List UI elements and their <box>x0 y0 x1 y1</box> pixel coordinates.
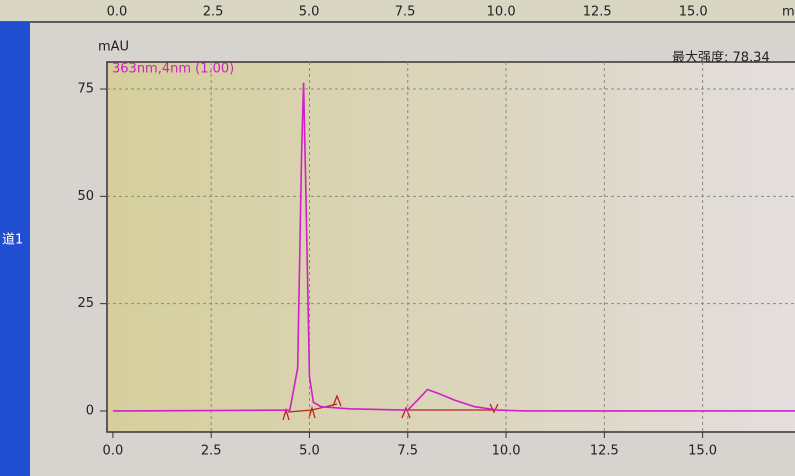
x-tick-label: 2.5 <box>201 444 222 459</box>
top-x-tick-label: 15.0 <box>679 5 708 20</box>
top-x-tick-label: 2.5 <box>203 5 224 20</box>
x-tick-label: 10.0 <box>492 444 521 459</box>
sidebar <box>0 22 30 476</box>
top-x-tick-label: 0.0 <box>107 5 128 20</box>
x-tick-label: 12.5 <box>590 444 619 459</box>
series-label: 363nm,4nm (1.00) <box>112 62 234 77</box>
top-x-tick-label: 10.0 <box>487 5 516 20</box>
top-x-axis-label: mi <box>782 5 795 20</box>
top-panel <box>0 0 795 22</box>
x-tick-label: 15.0 <box>688 444 717 459</box>
y-tick-label: 0 <box>86 403 94 418</box>
y-tick-label: 75 <box>77 82 94 97</box>
x-tick-label: 5.0 <box>299 444 320 459</box>
y-axis-label: mAU <box>98 40 129 55</box>
y-tick-label: 50 <box>77 189 94 204</box>
x-tick-label: 0.0 <box>103 444 124 459</box>
top-x-tick-label: 5.0 <box>299 5 320 20</box>
x-tick-label: 7.5 <box>397 444 418 459</box>
top-x-tick-label: 12.5 <box>583 5 612 20</box>
sidebar-label: 道1 <box>2 233 23 248</box>
top-x-tick-label: 7.5 <box>395 5 416 20</box>
line-series <box>112 82 795 412</box>
plot-area <box>106 61 795 433</box>
y-tick-label: 25 <box>77 296 94 311</box>
